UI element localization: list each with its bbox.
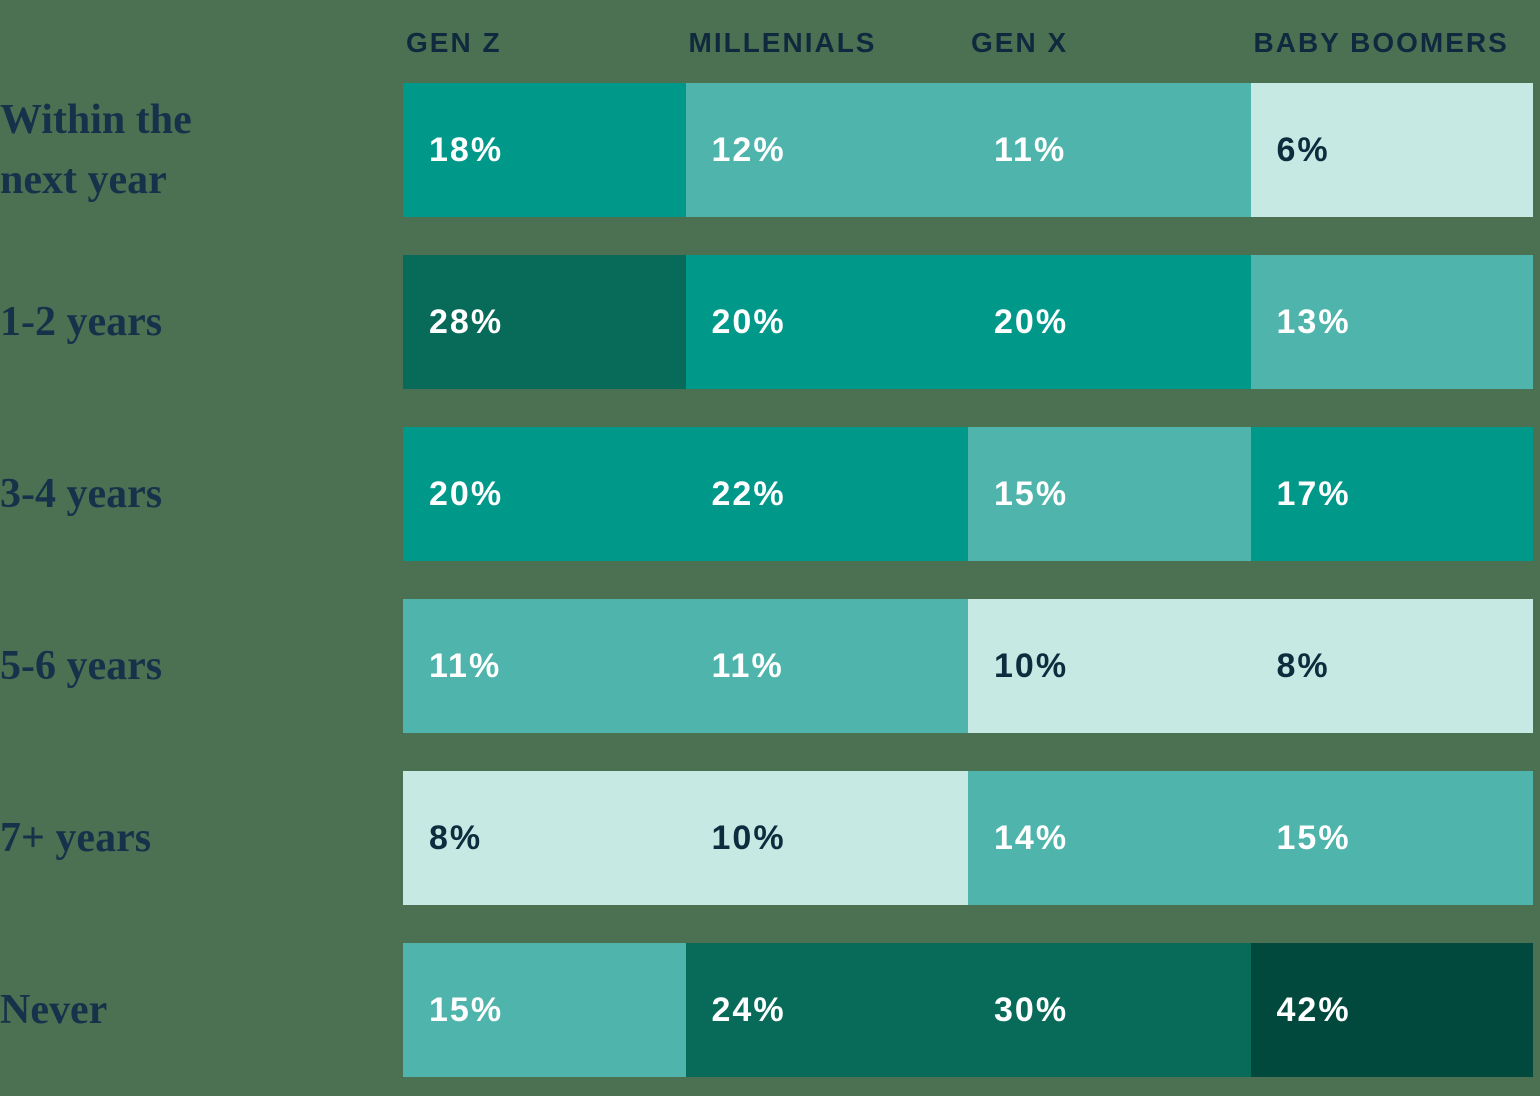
cell-value: 15% bbox=[1276, 818, 1351, 857]
cell-value: 11% bbox=[994, 130, 1067, 169]
heatmap-cell: 8% bbox=[403, 771, 686, 905]
cell-value: 30% bbox=[994, 990, 1069, 1029]
column-header-millenials: MILLENIALS bbox=[688, 27, 877, 58]
table-row: 5-6 years 11% 11% 10% 8% bbox=[0, 599, 1533, 733]
heatmap-cell: 17% bbox=[1250, 427, 1533, 561]
table-row: 3-4 years 20% 22% 15% 17% bbox=[0, 427, 1533, 561]
heatmap-cell: 30% bbox=[968, 943, 1251, 1077]
cell-value: 28% bbox=[429, 302, 504, 341]
heatmap-cell: 22% bbox=[685, 427, 968, 561]
cell-value: 10% bbox=[711, 818, 786, 857]
cell-value: 15% bbox=[429, 990, 504, 1029]
cell-value: 17% bbox=[1276, 474, 1351, 513]
cell-value: 15% bbox=[994, 474, 1069, 513]
heatmap-cell: 24% bbox=[685, 943, 968, 1077]
row-label: 5-6 years bbox=[0, 643, 163, 689]
row-label: 1-2 years bbox=[0, 299, 163, 345]
heatmap-cell: 11% bbox=[685, 599, 968, 733]
cell-value: 10% bbox=[994, 646, 1069, 685]
cell-value: 18% bbox=[429, 130, 504, 169]
heatmap-cell: 13% bbox=[1250, 255, 1533, 389]
heatmap-cell: 14% bbox=[968, 771, 1251, 905]
heatmap-cell: 8% bbox=[1250, 599, 1533, 733]
column-header-row: GEN Z MILLENIALS GEN X BABY BOOMERS bbox=[0, 0, 1533, 83]
header-spacer bbox=[0, 0, 403, 83]
cell-value: 6% bbox=[1276, 130, 1330, 169]
heatmap-cell: 11% bbox=[403, 599, 686, 733]
cell-value: 8% bbox=[1276, 646, 1330, 685]
row-label: 3-4 years bbox=[0, 471, 163, 517]
row-label: 7+ years bbox=[0, 815, 152, 861]
heatmap-cell: 6% bbox=[1250, 83, 1533, 217]
heatmap-cell: 15% bbox=[403, 943, 686, 1077]
row-label: Within the next year bbox=[0, 97, 192, 203]
table-row: Within the next year 18% 12% 11% 6% bbox=[0, 83, 1533, 217]
heatmap-cell: 10% bbox=[685, 771, 968, 905]
cell-value: 12% bbox=[711, 130, 786, 169]
cell-value: 24% bbox=[711, 990, 786, 1029]
heatmap-cell: 28% bbox=[403, 255, 686, 389]
cell-value: 14% bbox=[994, 818, 1069, 857]
heatmap-cell: 12% bbox=[685, 83, 968, 217]
cell-value: 11% bbox=[429, 646, 502, 685]
heatmap-cell: 20% bbox=[685, 255, 968, 389]
cell-value: 13% bbox=[1276, 302, 1351, 341]
heatmap-cell: 42% bbox=[1250, 943, 1533, 1077]
table-row: 1-2 years 28% 20% 20% 13% bbox=[0, 255, 1533, 389]
column-header-gen-x: GEN X bbox=[971, 27, 1069, 58]
heatmap-cell: 11% bbox=[968, 83, 1251, 217]
cell-value: 20% bbox=[429, 474, 504, 513]
heatmap-cell: 20% bbox=[403, 427, 686, 561]
cell-value: 20% bbox=[994, 302, 1069, 341]
heatmap-cell: 20% bbox=[968, 255, 1251, 389]
heatmap-cell: 15% bbox=[1250, 771, 1533, 905]
heatmap-cell: 10% bbox=[968, 599, 1251, 733]
column-header-gen-z: GEN Z bbox=[406, 27, 502, 58]
heatmap-cell: 15% bbox=[968, 427, 1251, 561]
heatmap-cell: 18% bbox=[403, 83, 686, 217]
table-row: 7+ years 8% 10% 14% 15% bbox=[0, 771, 1533, 905]
cell-value: 42% bbox=[1276, 990, 1351, 1029]
cell-value: 20% bbox=[711, 302, 786, 341]
column-header-baby-boomers: BABY BOOMERS bbox=[1253, 27, 1509, 58]
cell-value: 11% bbox=[711, 646, 784, 685]
table-row: Never 15% 24% 30% 42% bbox=[0, 943, 1533, 1077]
cell-value: 22% bbox=[711, 474, 786, 513]
cell-value: 8% bbox=[429, 818, 483, 857]
row-label: Never bbox=[0, 987, 108, 1033]
